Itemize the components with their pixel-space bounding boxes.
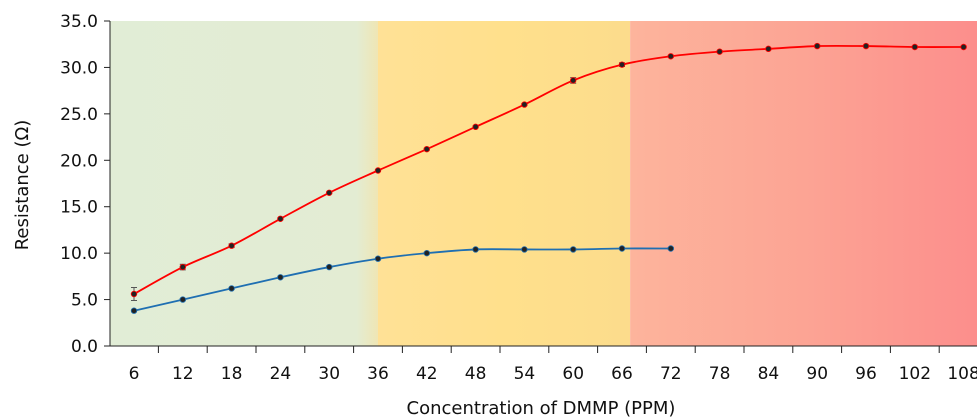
series-1-point xyxy=(667,53,674,60)
series-2-point xyxy=(374,255,382,262)
x-tick-label: 72 xyxy=(660,364,682,384)
x-tick-label: 78 xyxy=(709,364,731,384)
x-axis-title: Concentration of DMMP (PPM) xyxy=(407,398,676,419)
series-2-point xyxy=(423,249,430,257)
y-tick-label: 30.0 xyxy=(60,58,98,78)
x-tick-label: 102 xyxy=(899,364,931,384)
x-tick-label: 108 xyxy=(947,364,977,384)
series-1-point xyxy=(472,123,479,131)
background-bands xyxy=(110,21,977,346)
y-tick-label: 10.0 xyxy=(60,244,98,264)
series-1-point xyxy=(374,167,382,174)
x-tick-label: 90 xyxy=(806,364,828,384)
x-tick-label: 30 xyxy=(318,364,340,384)
series-1-point xyxy=(960,43,967,51)
y-tick-label: 20.0 xyxy=(60,151,98,171)
series-2-point xyxy=(228,285,235,292)
series-1-point xyxy=(814,42,821,50)
background-band-3 xyxy=(630,21,977,346)
x-tick-label: 24 xyxy=(270,364,292,384)
series-2-line xyxy=(133,247,671,312)
x-tick-label: 96 xyxy=(855,364,877,384)
axes xyxy=(104,20,977,353)
series-2-point xyxy=(179,296,186,303)
background-band-1 xyxy=(110,21,378,346)
series-1-point xyxy=(277,215,284,222)
x-tick-label: 48 xyxy=(465,364,487,384)
series-2-point xyxy=(667,245,674,252)
x-tick-label: 42 xyxy=(416,364,438,384)
series-1-point xyxy=(618,61,626,68)
series-2-point xyxy=(521,246,528,253)
series-1-point xyxy=(521,101,528,108)
x-tick-label: 54 xyxy=(514,364,536,384)
series-1-point xyxy=(765,45,772,53)
series-1-point xyxy=(570,77,577,84)
series-2-point xyxy=(130,307,138,314)
series-1-point xyxy=(862,42,870,50)
series-1-point xyxy=(179,263,186,271)
series-2-point xyxy=(570,246,577,253)
background-band-2 xyxy=(378,21,631,346)
y-tick-label: 15.0 xyxy=(60,198,98,218)
series-1-point xyxy=(716,48,723,55)
series-1-point xyxy=(228,242,235,249)
y-axis-title: Resistance (Ω) xyxy=(12,120,33,251)
series-1-point xyxy=(130,290,138,298)
series-1-point xyxy=(911,43,918,51)
series-group xyxy=(130,42,967,314)
y-tick-label: 0.0 xyxy=(71,337,98,357)
x-tick-label: 6 xyxy=(129,364,140,384)
y-tick-label: 25.0 xyxy=(60,105,98,125)
x-tick-label: 12 xyxy=(172,364,194,384)
series-2-point xyxy=(472,246,479,253)
x-tick-label: 66 xyxy=(611,364,633,384)
series-1-line xyxy=(133,44,964,295)
x-tick-label: 60 xyxy=(562,364,584,384)
y-tick-label: 35.0 xyxy=(60,12,98,32)
x-tick-label: 84 xyxy=(758,364,780,384)
y-tick-label: 5.0 xyxy=(71,291,98,311)
x-tick-label: 18 xyxy=(221,364,243,384)
series-1-point xyxy=(423,145,430,153)
x-tick-label: 36 xyxy=(367,364,389,384)
tick-labels: 0.0 5.0 10.0 15.0 20.0 25.0 30.0 35.0 6 12 18 24 30 3… xyxy=(60,12,977,384)
series-2-point xyxy=(277,274,284,281)
series-2-point xyxy=(326,263,333,271)
series-1-point xyxy=(326,189,333,196)
series-2-point xyxy=(618,245,626,252)
